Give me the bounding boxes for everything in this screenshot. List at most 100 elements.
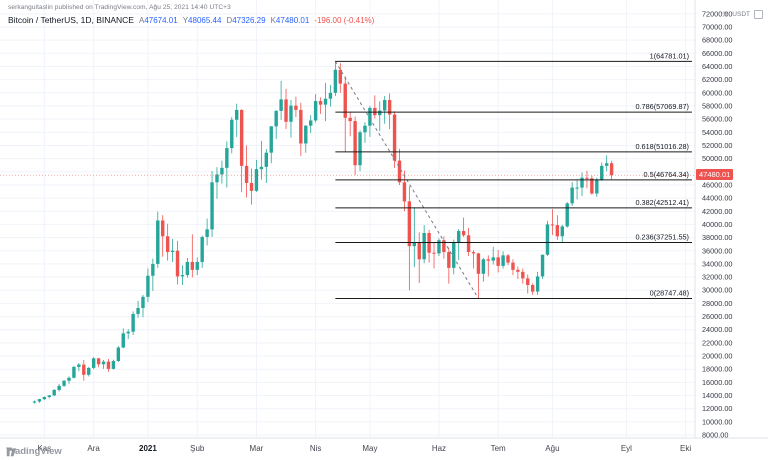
candle-body xyxy=(195,261,199,270)
candle-body xyxy=(452,242,456,268)
price-axis-header: % USDT xyxy=(723,10,763,19)
price-tick-label: 38000.00 xyxy=(702,233,732,242)
candle-body xyxy=(530,284,535,292)
candle-body xyxy=(575,187,579,189)
candle-body xyxy=(284,99,288,122)
candle-body xyxy=(126,331,130,334)
price-tick-label: 58000.00 xyxy=(702,101,732,110)
candle-body xyxy=(378,110,382,116)
candle-body xyxy=(146,275,150,297)
candle-body xyxy=(521,271,525,279)
candle-body xyxy=(348,117,352,122)
candle-body xyxy=(471,252,476,254)
price-tick-label: 36000.00 xyxy=(702,246,732,255)
price-tick-label: 52000.00 xyxy=(702,141,732,150)
candle-body xyxy=(496,257,500,266)
candle-body xyxy=(535,276,540,292)
candle-body xyxy=(141,296,145,309)
candle-body xyxy=(32,401,37,403)
legend-high-label: Y xyxy=(182,16,189,25)
time-tick-label: Ağu xyxy=(545,444,559,453)
legend-open: A47674.01 xyxy=(139,16,178,25)
legend-open-label: A xyxy=(138,16,145,25)
candle-body xyxy=(540,254,545,277)
tradingview-logo[interactable]: TradingView xyxy=(6,446,62,457)
price-tick-label: 26000.00 xyxy=(702,312,732,321)
candle-body xyxy=(111,360,116,369)
candle-body xyxy=(131,313,135,332)
price-tick-label: 34000.00 xyxy=(702,259,732,268)
candle-body xyxy=(235,109,239,120)
candle-body xyxy=(274,110,278,127)
candle-body xyxy=(309,120,313,126)
candle-body xyxy=(437,240,441,254)
candle-body xyxy=(116,347,121,361)
tradingview-logo-icon xyxy=(6,448,17,457)
price-tick-label: 16000.00 xyxy=(702,378,732,387)
candle-body xyxy=(151,263,155,276)
candle-body xyxy=(254,169,259,191)
tradingview-logo-text: TradingView xyxy=(6,446,62,457)
axis-settings-icon[interactable] xyxy=(754,10,763,19)
candle-body xyxy=(600,165,604,180)
price-tick-label: 24000.00 xyxy=(702,325,732,334)
candle-body xyxy=(461,231,466,236)
time-axis[interactable] xyxy=(0,438,768,460)
price-tick-label: 8000.00 xyxy=(702,431,728,440)
candle-body xyxy=(323,98,328,105)
candle-body xyxy=(456,231,461,243)
price-tick-label: 70000.00 xyxy=(702,22,732,31)
legend-close-value: 47480.01 xyxy=(275,16,310,25)
price-tick-label: 60000.00 xyxy=(702,88,732,97)
candle-body xyxy=(417,242,421,260)
candle-body xyxy=(501,255,505,266)
candle-body xyxy=(387,100,392,115)
candle-body xyxy=(506,255,510,263)
price-tick-label: 66000.00 xyxy=(702,49,732,58)
candle-body xyxy=(165,236,170,253)
time-tick-label: Haz xyxy=(432,444,446,453)
price-tick-label: 54000.00 xyxy=(702,128,732,137)
candle-body xyxy=(101,361,106,365)
candle-body xyxy=(407,201,412,247)
candle-body xyxy=(67,377,71,381)
percent-scale-button[interactable]: % xyxy=(722,11,729,18)
candle-body xyxy=(422,232,426,260)
fib-level-label: 0.382(42512.41) xyxy=(635,198,689,207)
symbol-title[interactable]: Bitcoin / TetherUS, 1D, BINANCE xyxy=(8,15,134,25)
candle-body xyxy=(358,132,362,166)
candle-body xyxy=(279,99,283,111)
candle-body xyxy=(121,333,125,348)
candle-body xyxy=(580,177,584,188)
candle-body xyxy=(249,182,254,191)
candle-body xyxy=(481,259,486,274)
time-tick-label: Eki xyxy=(680,444,691,453)
axis-unit-label[interactable]: USDT xyxy=(732,11,750,18)
legend-low-label: D xyxy=(226,16,233,25)
price-tick-label: 72000.00 xyxy=(702,9,732,18)
candle-body xyxy=(244,165,249,183)
candle-body xyxy=(175,250,180,277)
legend-high-value: 48065.44 xyxy=(188,16,222,25)
candle-body xyxy=(328,92,333,99)
price-axis[interactable] xyxy=(695,0,768,438)
candle-body xyxy=(37,399,42,402)
time-tick-label: Kas xyxy=(37,444,51,453)
price-tick-label: 18000.00 xyxy=(702,365,732,374)
time-tick-label: Nis xyxy=(310,444,322,453)
candle-body xyxy=(87,367,91,375)
candle-body xyxy=(185,261,190,276)
candle-body xyxy=(47,395,51,397)
fib-level-label: 0(28747.48) xyxy=(650,288,689,297)
candle-body xyxy=(526,278,530,285)
candle-body xyxy=(609,163,614,176)
candle-body xyxy=(289,105,293,122)
candle-body xyxy=(239,109,244,166)
candle-body xyxy=(565,203,569,227)
candle-body xyxy=(363,125,367,133)
candle-body xyxy=(190,261,195,270)
price-tick-label: 62000.00 xyxy=(702,75,732,84)
price-tick-label: 42000.00 xyxy=(702,207,732,216)
candle-body xyxy=(486,259,490,261)
